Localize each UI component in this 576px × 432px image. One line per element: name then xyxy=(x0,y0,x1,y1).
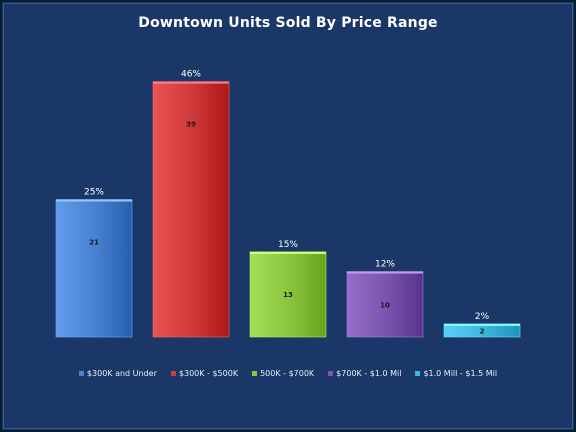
bar-top-highlight xyxy=(347,271,423,274)
bar-value-label: 13 xyxy=(283,291,293,299)
legend-swatch xyxy=(328,371,334,376)
bar xyxy=(249,251,327,338)
legend-item: $1.0 Mill - $1.5 Mil xyxy=(415,369,497,378)
legend-swatch xyxy=(78,371,84,376)
bar-value-label: 2 xyxy=(480,327,485,335)
bar-percent-label: 46% xyxy=(181,70,201,80)
legend-label: 500K - $700K xyxy=(260,369,315,378)
bar-percent-label: 2% xyxy=(475,312,490,322)
legend-item: $700K - $1.0 Mil xyxy=(328,369,401,378)
bar-top-highlight xyxy=(153,81,229,84)
bar-percent-label: 12% xyxy=(375,260,395,270)
bar-top-highlight xyxy=(56,199,132,202)
chart-legend: $300K and Under $300K - $500K 500K - $700K… xyxy=(2,369,574,378)
bar xyxy=(346,271,424,338)
legend-label: $300K - $500K xyxy=(178,369,239,378)
legend-item: $300K - $500K xyxy=(170,369,239,378)
legend-label: $700K - $1.0 Mil xyxy=(336,369,402,378)
legend-item: 500K - $700K xyxy=(252,369,314,378)
legend-label: $1.0 Mill - $1.5 Mil xyxy=(423,369,498,378)
bar-percent-label: 25% xyxy=(84,188,104,198)
bar xyxy=(152,81,230,338)
legend-swatch xyxy=(170,371,176,376)
bar-value-label: 21 xyxy=(89,239,99,247)
bar-top-highlight xyxy=(250,251,326,254)
bar-value-label: 10 xyxy=(380,301,390,309)
bar-percent-label: 15% xyxy=(278,240,298,250)
legend-item: $300K and Under xyxy=(78,369,157,378)
chart-title: Downtown Units Sold By Price Range xyxy=(138,15,438,31)
legend-swatch xyxy=(252,371,258,376)
bar xyxy=(55,199,133,338)
legend-label: $300K and Under xyxy=(86,369,157,378)
legend-swatch xyxy=(415,371,421,376)
bar-value-label: 39 xyxy=(186,121,196,129)
bar-top-highlight xyxy=(444,323,520,326)
